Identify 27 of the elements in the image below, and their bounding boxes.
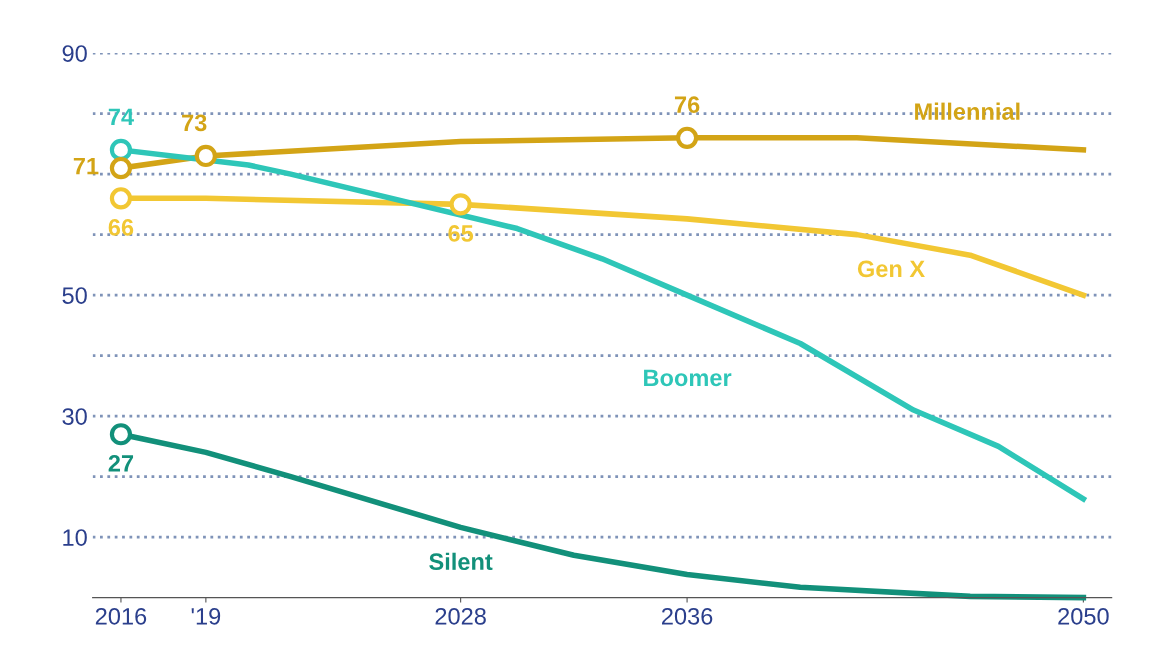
text: Boomer: [644, 369, 732, 387]
x-tick-label: '19: [191, 607, 221, 625]
x-tick-label: 2036: [662, 607, 713, 625]
point: [109, 156, 133, 180]
y-tick-label: 10: [63, 529, 87, 546]
y-tick-label: 90: [62, 45, 87, 62]
series-label: Millennial: [915, 102, 1020, 120]
annotation: 76: [674, 96, 700, 114]
annotation: 74: [108, 108, 134, 125]
point: [449, 193, 472, 216]
series-label: Gen X: [857, 260, 925, 278]
annotation: 27: [108, 454, 134, 472]
point: [194, 144, 217, 168]
annotation: 73: [182, 114, 207, 132]
series-label: Silent: [429, 552, 493, 571]
y-tick-label: 30: [62, 408, 87, 425]
annotation: 66: [108, 219, 134, 236]
point: [109, 423, 133, 446]
annotation: 65: [448, 225, 474, 242]
x-tick-label: 2028: [435, 607, 486, 625]
x-tick-label: 2016: [95, 607, 147, 625]
annotation: 71: [73, 157, 99, 175]
point: [675, 126, 699, 149]
point: [109, 187, 133, 210]
x-tick-label: 2050: [1058, 607, 1109, 625]
y-tick-label: 50: [62, 287, 87, 304]
point: [109, 138, 133, 162]
